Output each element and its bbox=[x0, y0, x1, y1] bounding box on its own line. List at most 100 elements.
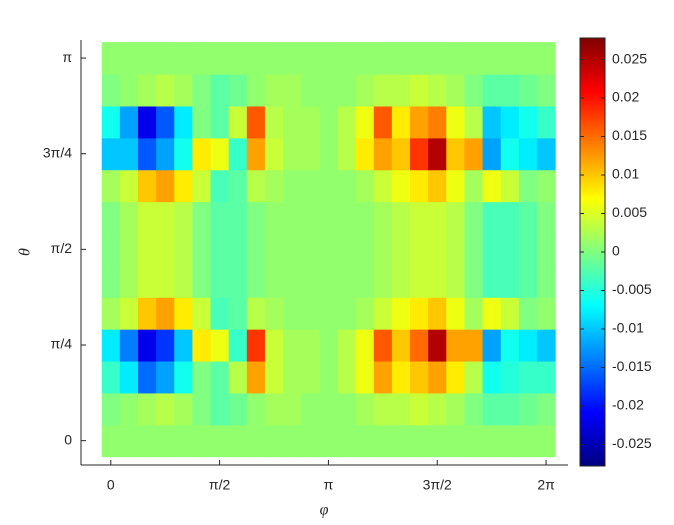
heatmap-cell bbox=[101, 360, 121, 394]
heatmap-cell bbox=[264, 137, 284, 171]
heatmap-cell bbox=[210, 265, 230, 298]
heatmap-cell bbox=[101, 233, 121, 266]
heatmap-cell bbox=[337, 42, 357, 75]
heatmap-cell bbox=[119, 297, 139, 330]
heatmap-cell bbox=[464, 265, 484, 298]
heatmap-cell bbox=[464, 42, 484, 75]
heatmap-cell bbox=[410, 233, 429, 266]
heatmap-cell bbox=[355, 42, 375, 75]
heatmap-cell bbox=[410, 201, 429, 235]
heatmap-cell bbox=[355, 105, 375, 139]
heatmap-cell bbox=[428, 42, 447, 75]
heatmap-cell bbox=[500, 201, 520, 235]
heatmap-cell bbox=[301, 74, 320, 107]
heatmap-cell bbox=[119, 392, 139, 426]
heatmap-cell bbox=[446, 42, 466, 75]
heatmap-cell bbox=[119, 105, 139, 139]
heatmap-cell bbox=[337, 201, 357, 235]
heatmap-cell bbox=[228, 297, 248, 330]
heatmap-cell bbox=[283, 360, 302, 394]
heatmap-cell bbox=[391, 137, 411, 171]
heatmap-cell bbox=[337, 137, 357, 171]
heatmap-cell bbox=[464, 201, 484, 235]
heatmap-cell bbox=[428, 201, 447, 235]
heatmap-cell bbox=[246, 169, 266, 203]
heatmap-cell bbox=[391, 297, 411, 330]
heatmap-cell bbox=[137, 329, 157, 362]
heatmap-cell bbox=[174, 201, 194, 235]
heatmap-cell bbox=[210, 233, 230, 266]
heatmap-cell bbox=[137, 105, 157, 139]
heatmap-cell bbox=[319, 233, 339, 266]
heatmap-cell bbox=[319, 265, 339, 298]
heatmap-cell bbox=[210, 424, 230, 458]
heatmap-cell bbox=[464, 392, 484, 426]
heatmap-cell bbox=[210, 297, 230, 330]
heatmap-cell bbox=[174, 329, 194, 362]
heatmap-cell bbox=[246, 360, 266, 394]
heatmap-cell bbox=[119, 42, 139, 75]
heatmap-cell bbox=[174, 297, 194, 330]
heatmap-cell bbox=[228, 169, 248, 203]
heatmap-cell bbox=[464, 360, 484, 394]
heatmap-cell bbox=[518, 424, 538, 458]
heatmap-cell bbox=[174, 169, 194, 203]
heatmap-cell bbox=[518, 137, 538, 171]
heatmap-cell bbox=[210, 169, 230, 203]
heatmap-cell bbox=[536, 233, 556, 266]
heatmap-cell bbox=[301, 360, 320, 394]
heatmap-cell bbox=[301, 42, 320, 75]
heatmap-cell bbox=[174, 424, 194, 458]
heatmap-cell bbox=[373, 329, 393, 362]
heatmap-cell bbox=[101, 424, 121, 458]
heatmap-cell bbox=[500, 265, 520, 298]
heatmap-cell bbox=[301, 201, 320, 235]
heatmap-cell bbox=[101, 74, 121, 107]
heatmap-cell bbox=[174, 137, 194, 171]
heatmap-cell bbox=[428, 297, 447, 330]
heatmap-cell bbox=[410, 265, 429, 298]
heatmap-cell bbox=[301, 424, 320, 458]
heatmap-cell bbox=[137, 233, 157, 266]
heatmap-cell bbox=[391, 392, 411, 426]
heatmap-cell bbox=[355, 329, 375, 362]
heatmap-cell bbox=[192, 42, 212, 75]
heatmap-cell bbox=[119, 233, 139, 266]
heatmap-cell bbox=[174, 392, 194, 426]
heatmap-cell bbox=[319, 42, 339, 75]
heatmap-cell bbox=[246, 105, 266, 139]
heatmap-cell bbox=[137, 297, 157, 330]
heatmap-cell bbox=[283, 329, 302, 362]
colorbar-tick-label: 0.005 bbox=[612, 204, 647, 220]
heatmap-cell bbox=[319, 329, 339, 362]
heatmap-cell bbox=[264, 169, 284, 203]
heatmap-cell bbox=[391, 169, 411, 203]
heatmap-cell bbox=[446, 169, 466, 203]
heatmap-cell bbox=[536, 42, 556, 75]
heatmap-cell bbox=[210, 360, 230, 394]
heatmap-cell bbox=[428, 233, 447, 266]
heatmap-cell bbox=[464, 424, 484, 458]
heatmap-cell bbox=[536, 74, 556, 107]
heatmap-cell bbox=[355, 169, 375, 203]
heatmap-cell bbox=[536, 360, 556, 394]
heatmap-cell bbox=[301, 329, 320, 362]
colorbar-tick-label: 0.015 bbox=[612, 127, 647, 143]
colorbar-tick-label: 0.025 bbox=[612, 50, 647, 66]
heatmap-cell bbox=[283, 137, 302, 171]
heatmap-cell bbox=[283, 392, 302, 426]
heatmap-cell bbox=[373, 74, 393, 107]
heatmap-cell bbox=[101, 201, 121, 235]
heatmap-cell bbox=[355, 233, 375, 266]
heatmap-cell bbox=[283, 424, 302, 458]
heatmap-cell bbox=[446, 392, 466, 426]
heatmap-cell bbox=[192, 201, 212, 235]
heatmap-cell bbox=[464, 105, 484, 139]
heatmap-cell bbox=[518, 329, 538, 362]
heatmap-cell bbox=[192, 392, 212, 426]
heatmap-cell bbox=[283, 233, 302, 266]
heatmap-cell bbox=[156, 297, 175, 330]
heatmap-cell bbox=[373, 297, 393, 330]
heatmap-cell bbox=[156, 169, 175, 203]
heatmap-cell bbox=[119, 169, 139, 203]
